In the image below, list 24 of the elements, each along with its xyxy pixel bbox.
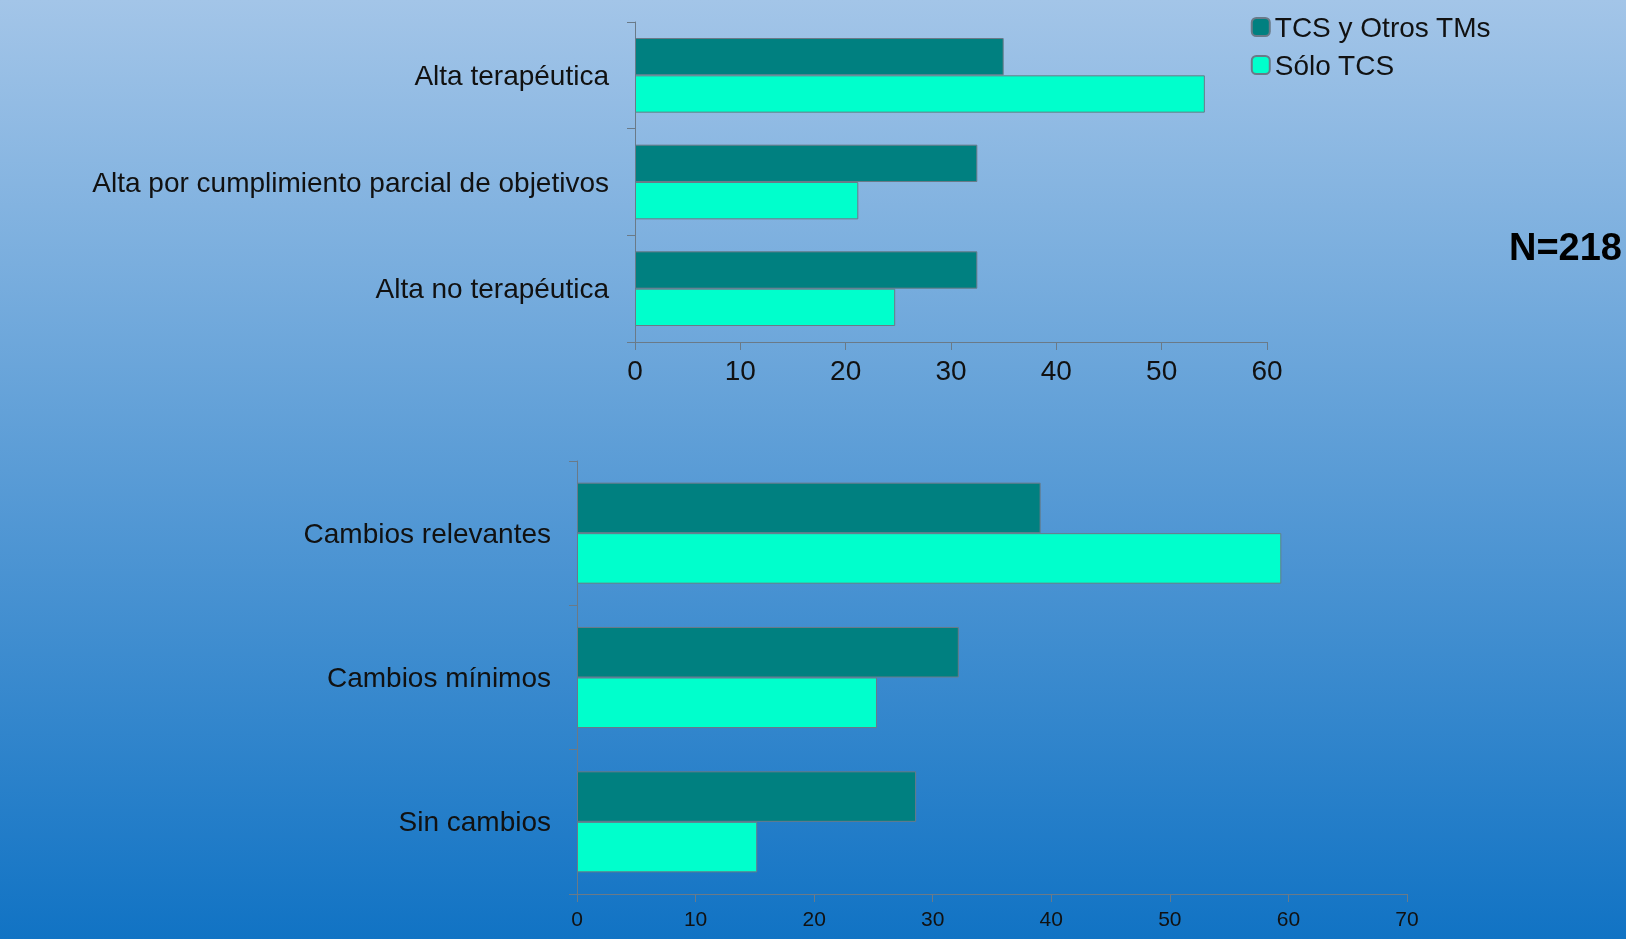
x-tick-label: 50: [1146, 354, 1178, 386]
x-tick-label: 10: [724, 354, 756, 386]
x-tick-label: 0: [571, 907, 583, 930]
x-tick-label: 30: [921, 907, 945, 930]
x-tick-label: 50: [1158, 907, 1182, 930]
y-tick-label: Alta no terapéutica: [375, 273, 610, 305]
legend-label: TCS y Otros TMs: [1274, 11, 1491, 43]
y-tick-label: Cambios mínimos: [326, 662, 551, 693]
y-tick-label: Sin cambios: [398, 806, 551, 838]
x-tick-label: 20: [802, 907, 826, 930]
x-tick-label: 40: [1040, 354, 1072, 386]
legend-label: Sólo TCS: [1274, 49, 1395, 81]
x-tick-label: 0: [627, 354, 643, 386]
x-tick-label: 30: [935, 354, 967, 386]
y-tick-label: Cambios relevantes: [303, 517, 551, 549]
x-tick-label: 60: [1251, 354, 1283, 386]
x-tick-label: 60: [1276, 907, 1301, 930]
x-tick-label: 10: [683, 907, 708, 930]
text: N=218: [1508, 226, 1623, 268]
y-tick-label: Alta terapéutica: [414, 59, 610, 91]
y-tick-label: Alta por cumplimiento parcial de objetivos: [92, 166, 609, 198]
x-tick-label: 20: [830, 354, 862, 386]
x-tick-label: 70: [1395, 907, 1419, 930]
x-tick-label: 40: [1039, 907, 1063, 930]
